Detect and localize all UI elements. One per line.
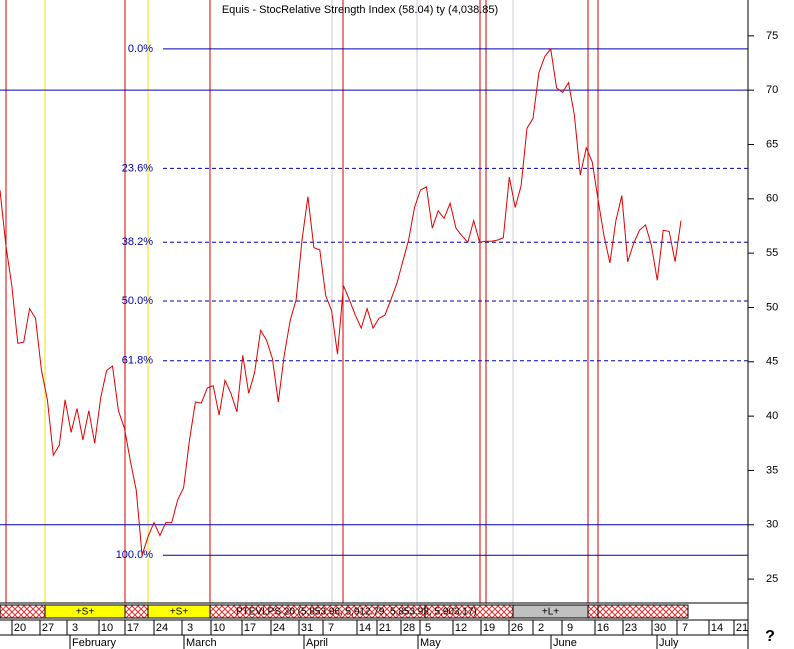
month-label: June <box>553 637 577 649</box>
x-tick-label: 7 <box>328 622 334 634</box>
y-tick-label: 75 <box>766 30 778 42</box>
y-tick-label: 35 <box>766 464 778 476</box>
y-tick-label: 45 <box>766 356 778 368</box>
x-tick-label: 14 <box>711 622 723 634</box>
strip-label: +S+ <box>76 607 95 618</box>
y-tick-label: 70 <box>766 84 778 96</box>
month-label: May <box>420 637 441 649</box>
x-tick-label: 3 <box>72 622 78 634</box>
x-tick-label: 10 <box>213 622 225 634</box>
x-tick-label: 20 <box>14 622 26 634</box>
strip-label: +L+ <box>542 607 559 618</box>
month-label: March <box>186 637 217 649</box>
x-tick-label: 7 <box>682 622 688 634</box>
strip-cell <box>124 604 149 619</box>
x-tick-label: 24 <box>273 622 285 634</box>
strip-cell <box>0 604 46 619</box>
month-label: February <box>72 637 117 649</box>
fib-label: 50.0% <box>122 295 153 307</box>
x-tick-label: 14 <box>359 622 371 634</box>
x-tick-label: 21 <box>379 622 391 634</box>
y-tick-label: 65 <box>766 138 778 150</box>
fib-label: 38.2% <box>122 236 153 248</box>
chart-title: Equis - StocRelative Strength Index (58.… <box>222 4 498 16</box>
y-tick-label: 25 <box>766 573 778 585</box>
x-tick-label: 27 <box>42 622 54 634</box>
month-label: April <box>306 637 328 649</box>
strip-cell <box>587 604 599 619</box>
fib-label: 23.6% <box>122 162 153 174</box>
x-tick-label: 5 <box>425 622 431 634</box>
y-tick-label: 55 <box>766 247 778 259</box>
x-tick-label: 17 <box>244 622 256 634</box>
x-tick-label: 28 <box>403 622 415 634</box>
strip-label: PTEVLPS 20 (5,853.96, 5,912.79, 5,853.93… <box>236 607 477 618</box>
x-tick-label: 23 <box>625 622 637 634</box>
y-tick-label: 40 <box>766 410 778 422</box>
fib-label: 61.8% <box>122 355 153 367</box>
x-tick-label: 17 <box>127 622 139 634</box>
x-tick-label: 26 <box>511 622 523 634</box>
month-label: July <box>659 637 679 649</box>
y-tick-label: 50 <box>766 301 778 313</box>
y-tick-label: 60 <box>766 193 778 205</box>
x-tick-label: 30 <box>654 622 666 634</box>
y-tick-label: 30 <box>766 519 778 531</box>
price-line <box>0 47 682 556</box>
help-icon[interactable]: ? <box>765 628 775 645</box>
strip-label: +S+ <box>170 607 189 618</box>
x-tick-label: 10 <box>101 622 113 634</box>
fib-label: 0.0% <box>128 43 153 55</box>
event-lines <box>5 0 599 603</box>
x-tick-label: 12 <box>455 622 467 634</box>
x-tick-label: 16 <box>597 622 609 634</box>
x-tick-label: 3 <box>187 622 193 634</box>
x-tick-label: 24 <box>156 622 168 634</box>
x-tick-label: 9 <box>567 622 573 634</box>
x-tick-label: 2 <box>538 622 544 634</box>
strip-cell <box>597 604 689 619</box>
x-tick-label: 31 <box>301 622 313 634</box>
x-tick-label: 19 <box>483 622 495 634</box>
x-tick-label: 21 <box>736 622 748 634</box>
fib-label: 100.0% <box>116 549 154 561</box>
